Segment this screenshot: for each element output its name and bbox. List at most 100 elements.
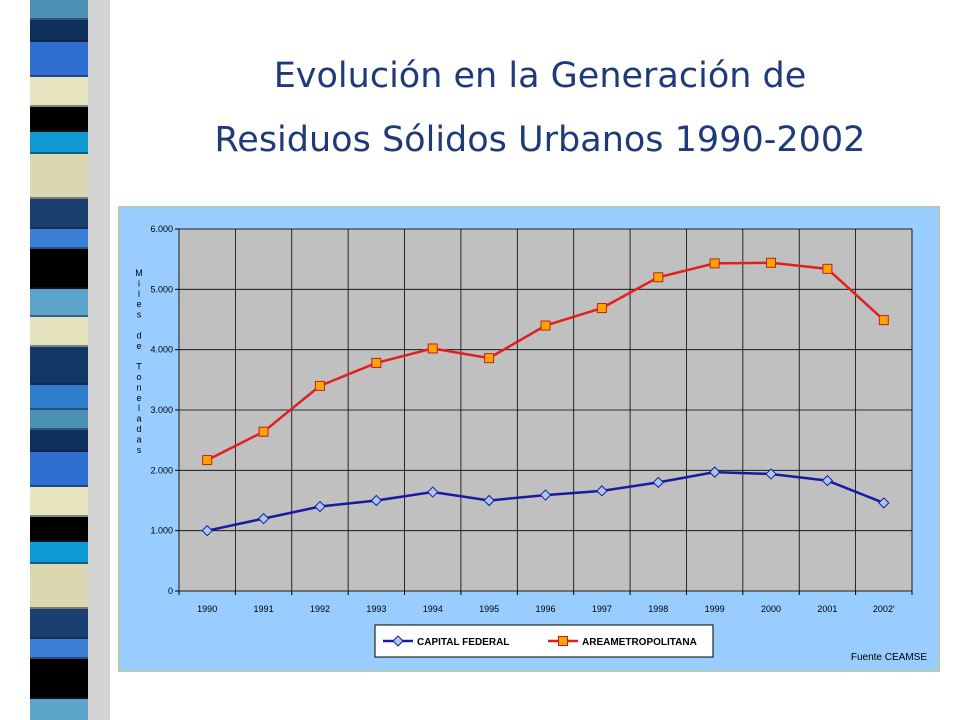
stripe-segment <box>30 564 88 609</box>
y-tick-label: 1.000 <box>150 526 173 536</box>
series-point <box>596 485 608 497</box>
series-point <box>709 258 720 269</box>
y-tick-label: 0 <box>168 586 173 596</box>
y-axis-label-char: a <box>136 434 141 444</box>
x-tick-label: 1996 <box>535 604 555 614</box>
stripe-divider <box>30 75 88 77</box>
stripe-segment <box>30 609 88 639</box>
stripe-segment <box>30 347 88 385</box>
stripe-segment <box>30 199 88 229</box>
slide-title-line-2: Residuos Sólidos Urbanos 1990-2002 <box>214 120 866 160</box>
x-tick-label: 1998 <box>648 604 668 614</box>
stripe-segment <box>30 385 88 410</box>
stripe-segment <box>30 430 88 452</box>
series-point <box>370 494 383 507</box>
stripe-divider <box>30 315 88 317</box>
stripe-divider <box>30 450 88 452</box>
x-tick-label: 1991 <box>254 604 274 614</box>
stripe-divider <box>30 247 88 249</box>
stripe-segment <box>30 154 88 199</box>
stripe-divider <box>30 485 88 487</box>
stripe-segment <box>30 20 88 42</box>
series-point <box>483 494 495 507</box>
x-tick-label: 1992 <box>310 604 330 614</box>
y-axis-label-char: M <box>135 268 143 278</box>
source-note: Fuente CEAMSE <box>850 652 927 663</box>
series-point <box>257 512 270 525</box>
series-point <box>878 315 889 326</box>
series-point <box>653 272 664 283</box>
stripe-segment <box>30 659 88 699</box>
series-point <box>708 466 721 478</box>
stripe-divider <box>30 515 88 517</box>
y-axis-label-char: e <box>136 299 141 309</box>
series-point <box>201 524 213 537</box>
y-axis-label-char: l <box>138 289 140 299</box>
stripe-segment <box>30 542 88 564</box>
y-axis-label-char: s <box>137 445 142 455</box>
y-axis-label-char: l <box>138 403 140 413</box>
series-point <box>822 263 833 274</box>
y-axis-label-char: d <box>136 424 141 434</box>
stripe-segment <box>30 487 88 517</box>
x-tick-label: 1995 <box>479 604 499 614</box>
stripe-divider <box>30 408 88 410</box>
x-tick-label: 1999 <box>705 604 725 614</box>
series-point <box>765 468 777 480</box>
stripe-segment <box>30 42 88 77</box>
stripe-segment <box>30 77 88 107</box>
stripe-divider <box>30 607 88 609</box>
series-point <box>539 489 552 501</box>
x-tick-label: 1994 <box>423 604 443 614</box>
stripe-segment <box>30 132 88 154</box>
stripe-divider <box>30 383 88 385</box>
y-axis-label-char: e <box>136 341 141 351</box>
decorative-stripe-bar <box>30 0 110 720</box>
series-point <box>427 343 438 354</box>
stripe-segment <box>30 107 88 132</box>
stripe-divider <box>30 345 88 347</box>
stripe-divider <box>30 105 88 107</box>
y-tick-label: 5.000 <box>150 284 173 294</box>
series-point <box>652 476 664 489</box>
stripe-segment <box>30 410 88 430</box>
stripe-divider <box>30 287 88 289</box>
series-point <box>202 455 213 466</box>
x-tick-label: 2001 <box>817 604 837 614</box>
series-point <box>314 380 325 391</box>
stripe-segment <box>30 452 88 487</box>
legend-label: CAPITAL FEDERAL <box>417 637 509 648</box>
series-point <box>314 500 326 513</box>
legend-marker <box>392 635 404 647</box>
series-point <box>878 497 890 509</box>
y-axis-label-char: i <box>138 278 140 288</box>
y-tick-label: 3.000 <box>150 405 173 415</box>
y-tick-label: 6.000 <box>150 224 173 234</box>
series-point <box>766 257 777 268</box>
legend-marker <box>558 636 568 646</box>
stripe-divider <box>30 197 88 199</box>
series-point <box>427 486 439 498</box>
y-axis-label-char: d <box>136 330 141 340</box>
series-point <box>484 353 495 364</box>
stripe-segment <box>30 639 88 659</box>
x-tick-label: 2002' <box>873 604 895 614</box>
stripe-divider <box>30 428 88 430</box>
slide-title: Evolución en la Generación de Residuos S… <box>140 44 940 172</box>
series-point <box>258 426 269 437</box>
stripe-divider <box>30 540 88 542</box>
stripe-segment <box>30 289 88 317</box>
y-tick-label: 2.000 <box>150 465 173 475</box>
series-point <box>540 320 551 331</box>
stripe-divider <box>30 562 88 564</box>
x-tick-label: 1990 <box>197 604 217 614</box>
y-axis-label-char: T <box>136 362 142 372</box>
chart-area: 0 1.000 2.000 3.000 4.000 5.000 6.000 1990 1991 1… <box>118 206 940 672</box>
slide-title-line-1: Evolución en la Generación de <box>273 56 807 96</box>
legend-box <box>374 624 714 658</box>
y-axis-label-char: a <box>136 414 141 424</box>
stripe-shadow <box>88 0 110 720</box>
y-axis-label-char: o <box>136 372 141 382</box>
stripe-divider <box>30 697 88 699</box>
stripe-divider <box>30 152 88 154</box>
